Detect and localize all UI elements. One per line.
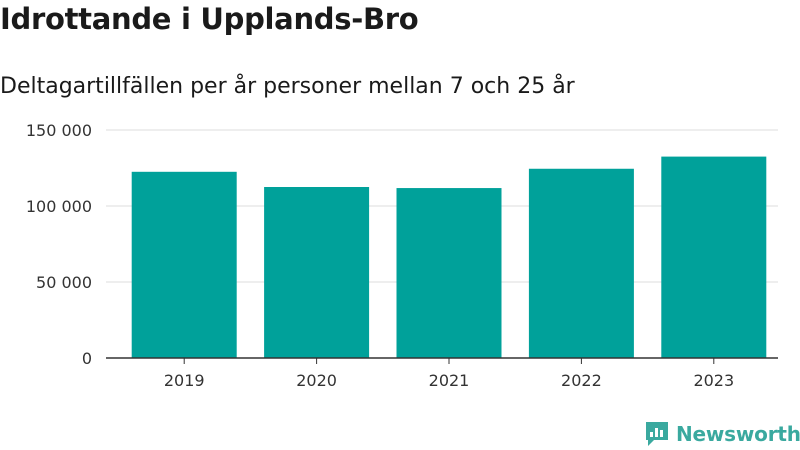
axes: 0 50 000 100 000 150 000 2019 2020 2021 2022 202… (26, 121, 778, 390)
bar-2019 (131, 171, 237, 358)
x-tick-label: 2019 (164, 371, 205, 390)
newsworthy-logo-icon (646, 422, 668, 446)
y-tick-label: 50 000 (36, 273, 92, 292)
bar-2020 (264, 187, 370, 358)
bar-2021 (396, 188, 502, 358)
bars (131, 156, 767, 358)
x-tick-label: 2020 (296, 371, 337, 390)
brand-name: Newsworthy (676, 422, 800, 446)
bar-2023 (661, 156, 767, 358)
chart-subtitle: Deltagartillfällen per år personer mella… (0, 74, 575, 99)
newsworthy-brand: Newsworthy (644, 420, 800, 448)
x-tick-label: 2021 (429, 371, 470, 390)
y-tick-label: 100 000 (26, 197, 92, 216)
y-tick-label: 150 000 (26, 121, 92, 140)
x-tick-label: 2023 (693, 371, 734, 390)
bar-2022 (528, 168, 634, 358)
y-tick-label: 0 (82, 349, 92, 368)
chart-title: Idrottande i Upplands-Bro (0, 2, 419, 36)
x-tick-label: 2022 (561, 371, 602, 390)
